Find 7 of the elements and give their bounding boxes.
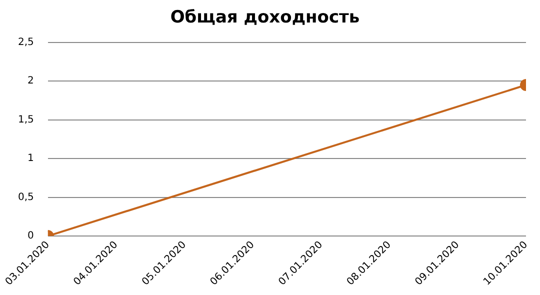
y-tick-label: 2,5 <box>18 36 34 48</box>
y-tick-label: 0,5 <box>18 192 34 203</box>
chart-title: Общая доходность <box>170 8 360 28</box>
y-tick-label: 0 <box>28 230 34 242</box>
y-tick-label: 1,5 <box>18 114 34 126</box>
y-tick-label: 2 <box>28 76 34 87</box>
y-tick-label: 1 <box>28 153 34 164</box>
